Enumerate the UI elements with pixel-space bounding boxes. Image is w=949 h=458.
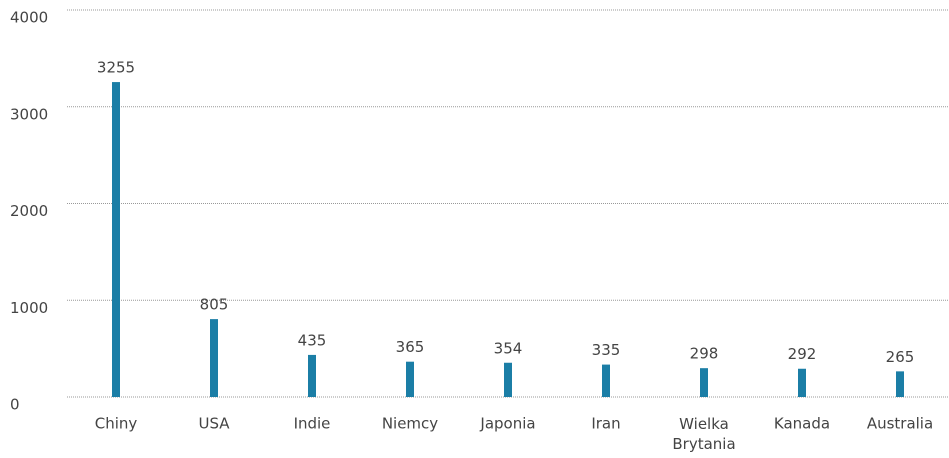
bar <box>504 362 512 397</box>
bar <box>798 368 806 397</box>
bar <box>406 361 414 397</box>
y-tick-label: 1000 <box>10 299 48 317</box>
data-label: 335 <box>592 341 621 359</box>
x-tick-label: Niemcy <box>382 415 438 433</box>
bar <box>308 354 316 397</box>
bar <box>602 364 610 397</box>
bar <box>210 319 218 397</box>
data-label: 354 <box>494 339 523 357</box>
data-label: 365 <box>396 338 425 356</box>
y-tick-label: 3000 <box>10 105 48 123</box>
x-tick-label: Wielka Brytania <box>672 415 735 453</box>
x-tick-label: USA <box>198 415 230 433</box>
y-tick-label: 2000 <box>10 202 48 220</box>
data-label: 265 <box>886 348 915 366</box>
x-tick-label: Chiny <box>95 415 138 433</box>
data-label: 298 <box>690 345 719 363</box>
x-tick-label: Kanada <box>774 415 830 433</box>
x-tick-label: Iran <box>591 415 620 433</box>
bar <box>700 368 708 397</box>
x-tick-label: Japonia <box>479 415 535 433</box>
y-tick-label: 4000 <box>10 9 48 27</box>
data-label: 292 <box>788 345 817 363</box>
x-tick-label: Indie <box>294 415 331 433</box>
bar <box>896 371 904 397</box>
data-label: 3255 <box>97 59 135 77</box>
bar <box>112 82 120 398</box>
y-tick-label: 0 <box>10 396 20 414</box>
data-label: 805 <box>200 296 229 314</box>
x-tick-label: Australia <box>867 415 933 433</box>
data-label: 435 <box>298 331 327 349</box>
